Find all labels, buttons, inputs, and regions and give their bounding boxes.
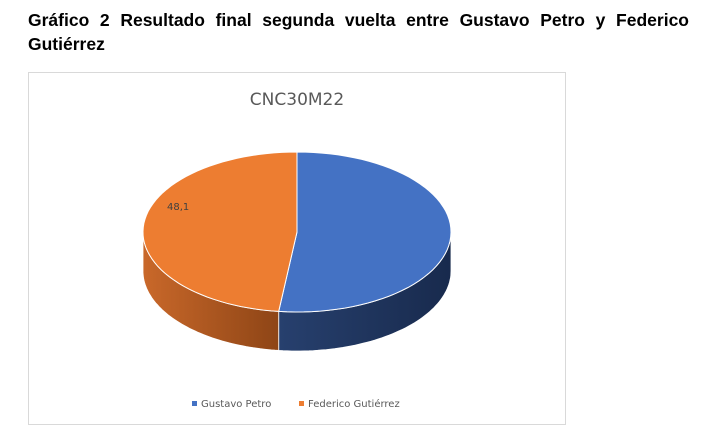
chart-frame (28, 72, 566, 425)
legend-label-gutierrez: Federico Gutiérrez (308, 398, 400, 410)
legend-label-petro: Gustavo Petro (201, 399, 271, 410)
pie-slice-petro (278, 151, 452, 313)
data-label-gutierrez: 48,1 (167, 202, 189, 213)
legend-marker-gutierrez (299, 401, 304, 406)
legend-marker-petro (192, 401, 197, 406)
legend: Gustavo Petro Federico Gutiérrez (192, 398, 400, 410)
chart-title: CNC30M22 (250, 90, 344, 110)
pie-slice-gutierrez (142, 151, 298, 312)
figure-caption: Gráfico 2 Resultado final segunda vuelta… (28, 10, 689, 54)
